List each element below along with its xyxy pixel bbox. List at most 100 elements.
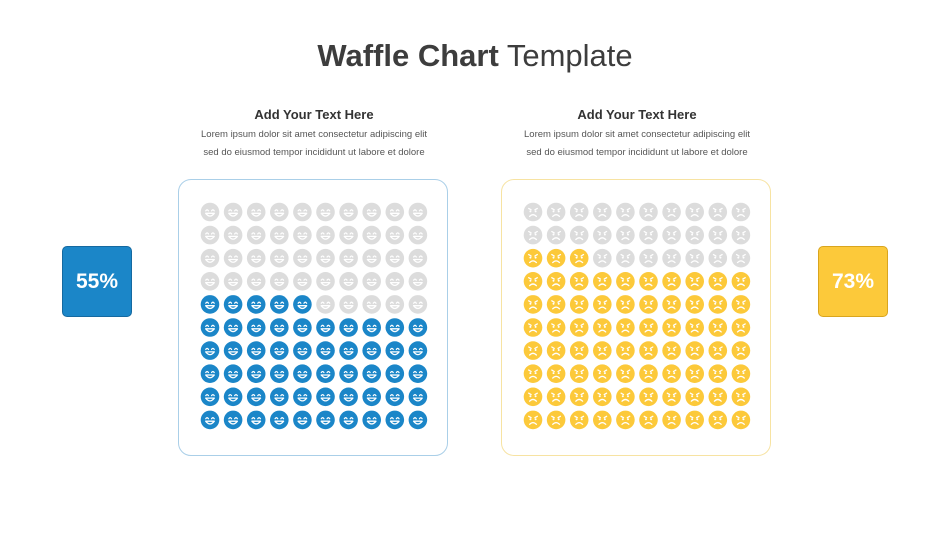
sad-face-icon-filled <box>708 318 728 337</box>
smiley-face-icon-filled <box>293 387 312 407</box>
smiley-face-icon-filled <box>223 410 243 430</box>
waffle-card-sad <box>501 179 771 456</box>
sad-face-icon-filled <box>593 341 612 360</box>
smiley-face-icon-empty <box>362 202 381 222</box>
sad-face-icon-filled <box>731 410 751 430</box>
smiley-face-icon-empty <box>200 202 220 222</box>
smiley-face-icon-filled <box>270 295 289 314</box>
sad-face-icon-filled <box>708 341 728 360</box>
sad-face-icon-filled <box>523 272 543 291</box>
panel-body-line: Lorem ipsum dolor sit amet consectetur a… <box>201 129 427 140</box>
smiley-face-icon-filled <box>316 410 335 430</box>
sad-face-icon-filled <box>569 318 589 337</box>
smiley-face-icon-empty <box>362 225 381 245</box>
smiley-face-icon-empty <box>316 295 335 314</box>
sad-face-icon-empty <box>685 248 704 268</box>
waffle-card-smiley <box>178 179 448 456</box>
smiley-face-icon-empty <box>385 202 405 222</box>
sad-face-icon-empty <box>546 202 566 222</box>
smiley-face-icon-filled <box>200 295 220 314</box>
smiley-face-icon-filled <box>270 318 289 337</box>
sad-face-icon-filled <box>731 364 751 383</box>
panel-body-line: Lorem ipsum dolor sit amet consectetur a… <box>524 129 750 140</box>
sad-face-icon-empty <box>616 225 635 245</box>
sad-face-icon-empty <box>569 202 589 222</box>
sad-face-icon-filled <box>685 364 704 383</box>
smiley-face-icon-filled <box>339 387 358 407</box>
sad-face-icon-filled <box>546 295 566 314</box>
sad-face-icon-filled <box>616 295 635 314</box>
title-light: Template <box>506 38 633 73</box>
sad-face-icon-filled <box>639 272 658 291</box>
smiley-face-icon-filled <box>200 341 220 360</box>
sad-face-icon-filled <box>593 318 612 337</box>
sad-face-icon-filled <box>708 387 728 407</box>
smiley-face-icon-filled <box>385 318 405 337</box>
sad-face-icon-empty <box>593 202 612 222</box>
waffle-chart-sad <box>523 202 751 430</box>
smiley-face-icon-filled <box>293 295 312 314</box>
smiley-face-icon-filled <box>293 410 312 430</box>
smiley-face-icon-filled <box>246 410 266 430</box>
smiley-face-icon-filled <box>362 341 381 360</box>
smiley-face-icon-empty <box>223 272 243 291</box>
sad-face-icon-filled <box>546 248 566 268</box>
smiley-face-icon-filled <box>385 387 405 407</box>
sad-face-icon-filled <box>685 341 704 360</box>
sad-face-icon-filled <box>593 295 612 314</box>
smiley-face-icon-empty <box>408 272 428 291</box>
panel-text-left: Add Your Text Here Lorem ipsum dolor sit… <box>164 107 464 162</box>
smiley-face-icon-filled <box>339 318 358 337</box>
sad-face-icon-empty <box>616 202 635 222</box>
smiley-face-icon-empty <box>339 225 358 245</box>
smiley-face-icon-empty <box>246 272 266 291</box>
sad-face-icon-empty <box>662 202 681 222</box>
sad-face-icon-filled <box>569 295 589 314</box>
smiley-face-icon-empty <box>270 225 289 245</box>
smiley-face-icon-filled <box>362 364 381 383</box>
smiley-face-icon-filled <box>270 387 289 407</box>
sad-face-icon-empty <box>731 248 751 268</box>
percent-badge-left: 55% <box>62 246 132 317</box>
smiley-face-icon-filled <box>339 364 358 383</box>
sad-face-icon-empty <box>662 225 681 245</box>
smiley-face-icon-filled <box>339 410 358 430</box>
sad-face-icon-filled <box>662 318 681 337</box>
sad-face-icon-filled <box>708 410 728 430</box>
sad-face-icon-filled <box>708 295 728 314</box>
percent-badge-right: 73% <box>818 246 888 317</box>
sad-face-icon-filled <box>731 272 751 291</box>
smiley-face-icon-filled <box>270 341 289 360</box>
waffle-chart-smiley <box>200 202 428 430</box>
sad-face-icon-filled <box>523 341 543 360</box>
smiley-face-icon-filled <box>316 387 335 407</box>
sad-face-icon-filled <box>593 387 612 407</box>
sad-face-icon-filled <box>569 272 589 291</box>
sad-face-icon-filled <box>662 341 681 360</box>
smiley-face-icon-empty <box>293 248 312 268</box>
sad-face-icon-empty <box>708 248 728 268</box>
sad-face-icon-filled <box>685 410 704 430</box>
smiley-face-icon-empty <box>316 272 335 291</box>
sad-face-icon-empty <box>569 225 589 245</box>
sad-face-icon-filled <box>523 410 543 430</box>
sad-face-icon-filled <box>685 318 704 337</box>
sad-face-icon-empty <box>593 225 612 245</box>
smiley-face-icon-empty <box>316 225 335 245</box>
smiley-face-icon-empty <box>408 225 428 245</box>
sad-face-icon-filled <box>731 387 751 407</box>
sad-face-icon-filled <box>616 272 635 291</box>
smiley-face-icon-empty <box>293 202 312 222</box>
smiley-face-icon-empty <box>339 202 358 222</box>
smiley-face-icon-empty <box>408 248 428 268</box>
smiley-face-icon-filled <box>223 318 243 337</box>
sad-face-icon-filled <box>593 272 612 291</box>
smiley-face-icon-filled <box>293 318 312 337</box>
smiley-face-icon-empty <box>408 202 428 222</box>
sad-face-icon-filled <box>569 387 589 407</box>
smiley-face-icon-empty <box>200 272 220 291</box>
smiley-face-icon-empty <box>246 202 266 222</box>
smiley-face-icon-filled <box>408 318 428 337</box>
smiley-face-icon-empty <box>385 272 405 291</box>
sad-face-icon-filled <box>546 272 566 291</box>
